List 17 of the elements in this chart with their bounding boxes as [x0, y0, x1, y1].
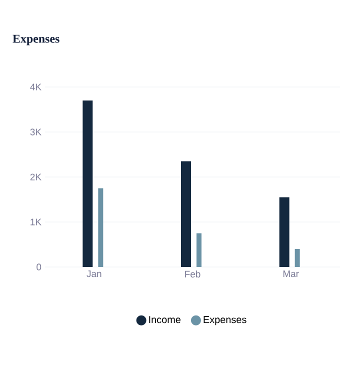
bar: [82, 100, 93, 267]
y-tick-label: 4K: [30, 84, 42, 90]
y-tick-label: 1K: [30, 218, 42, 226]
x-tick-label: Mar: [283, 270, 299, 278]
x-tick-label: Jan: [86, 270, 102, 278]
bar: [196, 233, 202, 267]
x-tick-label: Feb: [185, 270, 200, 278]
legend-label: Expenses: [204, 316, 246, 326]
bar: [181, 161, 191, 267]
legend-label: Income: [149, 316, 181, 324]
bar: [294, 249, 300, 267]
bar: [98, 188, 104, 267]
y-tick-label: 0: [36, 264, 42, 270]
bar: [279, 197, 290, 267]
y-tick-label: 2K: [30, 174, 42, 180]
y-tick-label: 3K: [30, 128, 42, 136]
chart-title: Expenses: [12, 34, 60, 46]
